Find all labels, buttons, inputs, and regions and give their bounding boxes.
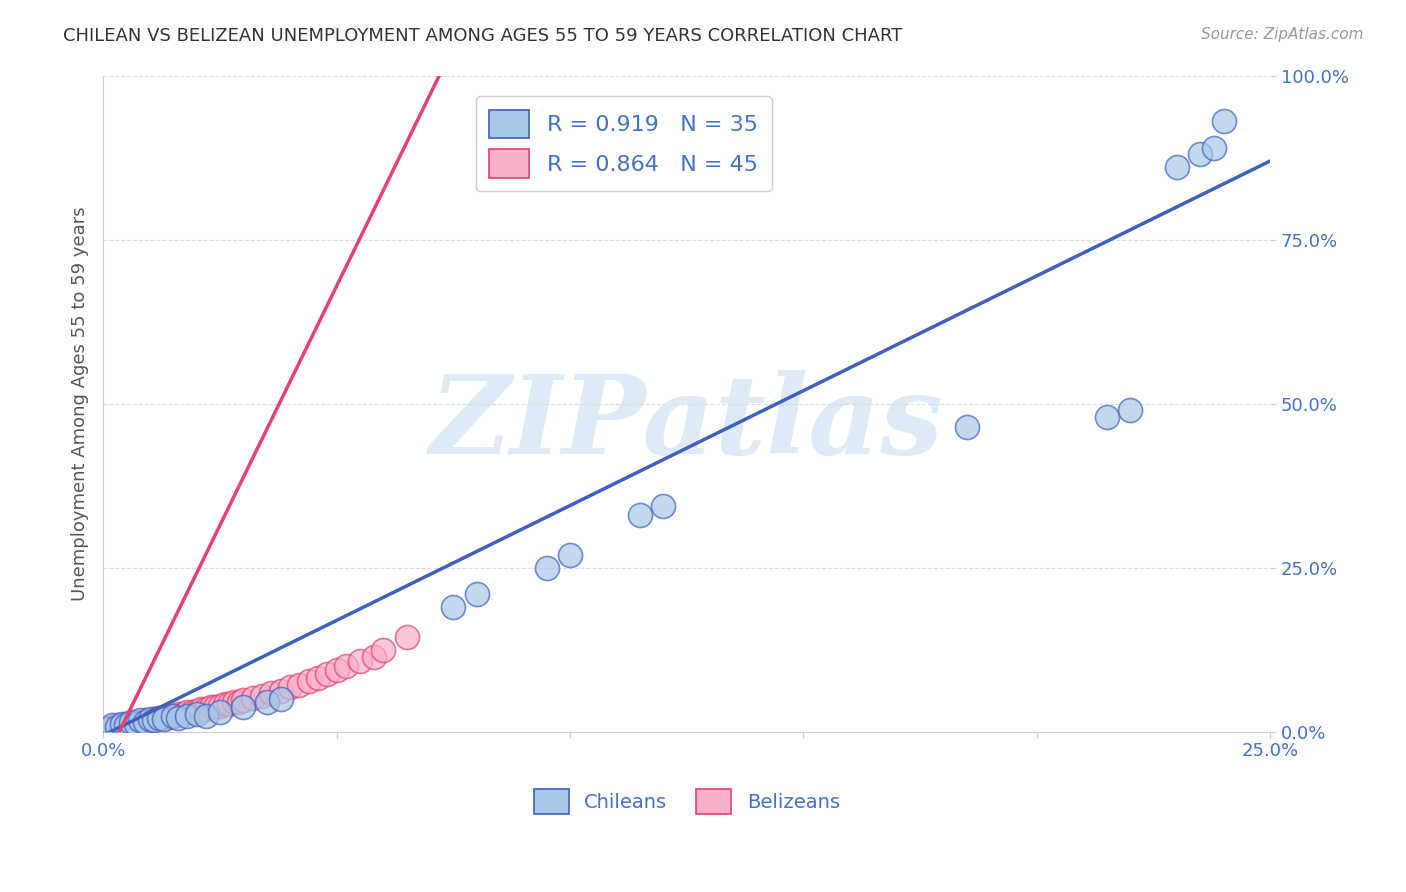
Point [125, 717, 148, 731]
Point [1119, 403, 1142, 417]
Point [628, 508, 651, 523]
Point [242, 690, 264, 705]
Point [363, 649, 385, 664]
Point [316, 667, 339, 681]
Point [194, 708, 217, 723]
Point [536, 561, 558, 575]
Point [465, 587, 488, 601]
Point [232, 693, 254, 707]
Point [97, 722, 120, 736]
Point [270, 692, 292, 706]
Point [1166, 161, 1188, 175]
Point [1095, 409, 1118, 424]
Point [288, 678, 311, 692]
Point [97, 722, 120, 736]
Point [558, 548, 581, 562]
Text: Source: ZipAtlas.com: Source: ZipAtlas.com [1201, 27, 1364, 42]
Point [143, 712, 166, 726]
Y-axis label: Unemployment Among Ages 55 to 59 years: Unemployment Among Ages 55 to 59 years [72, 206, 89, 601]
Point [157, 708, 180, 723]
Point [214, 698, 236, 712]
Point [176, 706, 198, 720]
Point [652, 499, 675, 513]
Point [956, 419, 979, 434]
Point [297, 673, 319, 688]
Point [278, 681, 301, 695]
Point [307, 671, 329, 685]
Point [166, 706, 188, 721]
Point [172, 706, 194, 721]
Point [208, 698, 231, 713]
Point [176, 708, 198, 723]
Point [200, 700, 222, 714]
Point [148, 710, 170, 724]
Point [208, 706, 231, 720]
Point [218, 698, 240, 712]
Point [105, 720, 128, 734]
Point [186, 706, 208, 721]
Point [441, 600, 464, 615]
Point [1204, 141, 1226, 155]
Point [120, 715, 142, 730]
Point [115, 717, 138, 731]
Text: CHILEAN VS BELIZEAN UNEMPLOYMENT AMONG AGES 55 TO 59 YEARS CORRELATION CHART: CHILEAN VS BELIZEAN UNEMPLOYMENT AMONG A… [63, 27, 903, 45]
Point [134, 713, 156, 727]
Point [349, 654, 371, 668]
Point [129, 713, 152, 727]
Point [1212, 114, 1234, 128]
Point [139, 713, 162, 727]
Point [115, 718, 138, 732]
Point [162, 708, 184, 723]
Point [222, 696, 245, 710]
Point [148, 710, 170, 724]
Point [270, 684, 292, 698]
Point [395, 630, 418, 644]
Point [228, 696, 250, 710]
Point [190, 702, 212, 716]
Point [120, 717, 142, 731]
Point [250, 689, 273, 703]
Point [204, 700, 226, 714]
Point [101, 720, 124, 734]
Point [153, 712, 176, 726]
Point [166, 710, 188, 724]
Point [139, 712, 162, 726]
Legend: Chileans, Belizeans: Chileans, Belizeans [526, 781, 848, 822]
Text: ZIPatlas: ZIPatlas [430, 369, 943, 477]
Point [373, 643, 395, 657]
Point [129, 715, 152, 730]
Point [260, 685, 283, 699]
Point [325, 663, 347, 677]
Point [232, 700, 254, 714]
Point [101, 718, 124, 732]
Point [335, 659, 357, 673]
Point [1189, 147, 1212, 161]
Point [143, 713, 166, 727]
Point [194, 702, 217, 716]
Point [125, 715, 148, 730]
Point [111, 717, 134, 731]
Point [153, 710, 176, 724]
Point [186, 704, 208, 718]
Point [256, 696, 278, 710]
Point [105, 718, 128, 732]
Point [180, 706, 202, 720]
Point [111, 718, 134, 732]
Point [162, 708, 184, 723]
Point [134, 715, 156, 730]
